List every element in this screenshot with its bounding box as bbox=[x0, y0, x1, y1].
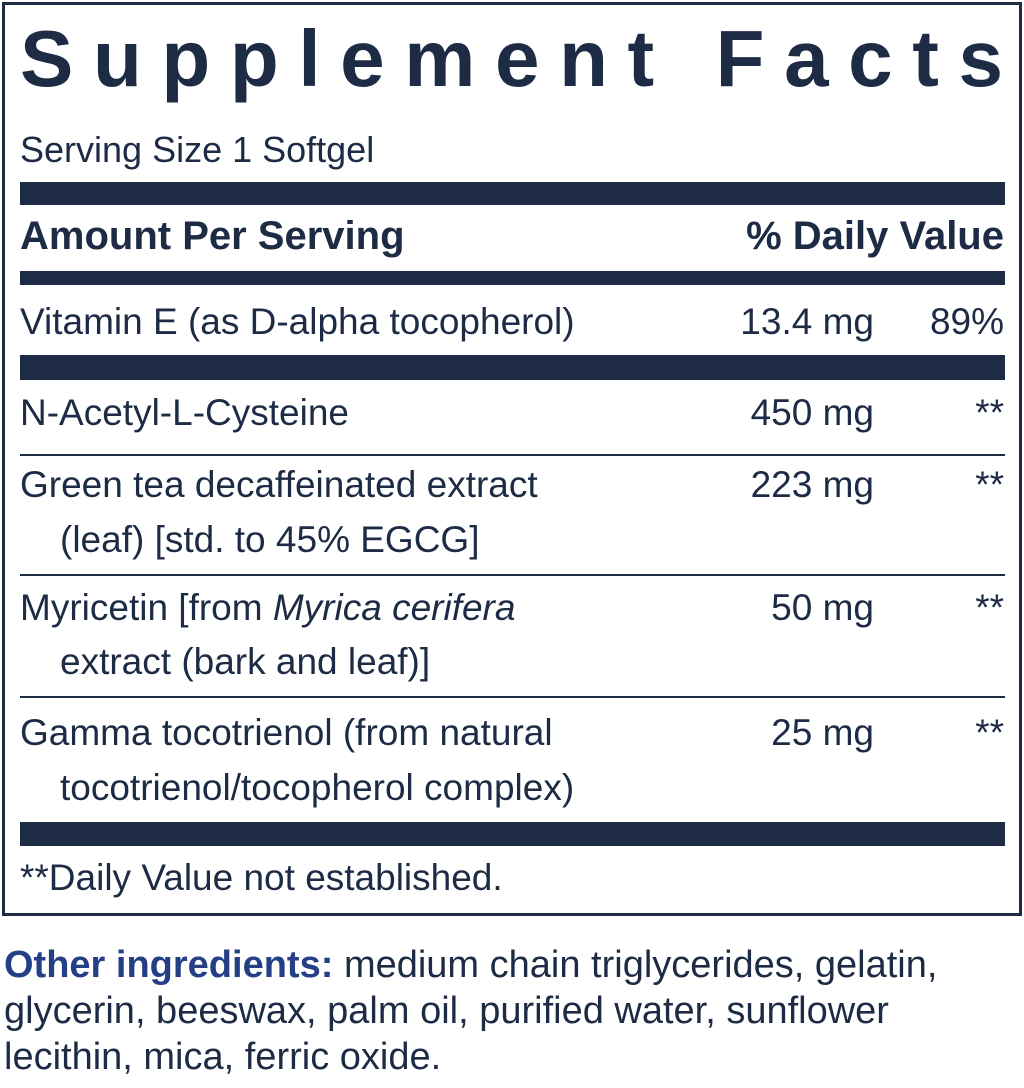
label-box bbox=[2, 2, 1022, 916]
amount: 50 mg bbox=[771, 587, 874, 628]
thick-rule bbox=[20, 822, 1005, 846]
thin-rule bbox=[20, 696, 1005, 698]
ingredient-name-cont: tocotrienol/tocopherol complex) bbox=[60, 767, 575, 808]
daily-value: ** bbox=[975, 464, 1004, 505]
ingredient-name: Green tea decaffeinated extract bbox=[20, 464, 538, 505]
ingredient-name: Vitamin E (as D-alpha tocopherol) bbox=[20, 301, 575, 342]
title-svg: Supplement Facts bbox=[20, 14, 1003, 103]
daily-value: 89% bbox=[929, 301, 1004, 342]
ingredient-name-italic: Myrica cerifera bbox=[272, 587, 516, 628]
amount: 450 mg bbox=[750, 392, 874, 433]
ingredient-name-cont: extract (bark and leaf)] bbox=[60, 641, 431, 682]
footnote: **Daily Value not established. bbox=[20, 857, 503, 898]
daily-value: ** bbox=[975, 712, 1004, 753]
daily-value: ** bbox=[975, 392, 1004, 433]
ingredient-name: N-Acetyl-L-Cysteine bbox=[20, 392, 349, 433]
thick-rule bbox=[20, 355, 1005, 380]
thin-rule bbox=[20, 454, 1005, 456]
thick-rule bbox=[20, 182, 1005, 205]
other-ingredients-label: Other ingredients: bbox=[4, 944, 334, 986]
other-ingredients: Other ingredients: medium chain triglyce… bbox=[4, 942, 1019, 1080]
ingredient-name: Gamma tocotrienol (from natural bbox=[20, 712, 553, 753]
amount: 223 mg bbox=[750, 464, 874, 505]
daily-value: ** bbox=[975, 587, 1004, 628]
ingredient-name-cont: (leaf) [std. to 45% EGCG] bbox=[60, 519, 480, 560]
serving-size: Serving Size 1 Softgel bbox=[20, 129, 375, 170]
other-ingredients-text: medium chain triglycerides, gelatin, gly… bbox=[4, 944, 938, 1078]
rule bbox=[20, 271, 1005, 285]
ingredient-name-line: Myricetin [from Myrica cerifera bbox=[20, 586, 515, 630]
title: Supplement Facts bbox=[20, 14, 1003, 103]
header-daily-value: % Daily Value bbox=[746, 214, 1004, 258]
ingredient-name: Myricetin [from bbox=[20, 587, 263, 628]
amount: 25 mg bbox=[771, 712, 874, 753]
thin-rule bbox=[20, 574, 1005, 576]
amount: 13.4 mg bbox=[740, 301, 874, 342]
header-amount: Amount Per Serving bbox=[20, 214, 405, 258]
